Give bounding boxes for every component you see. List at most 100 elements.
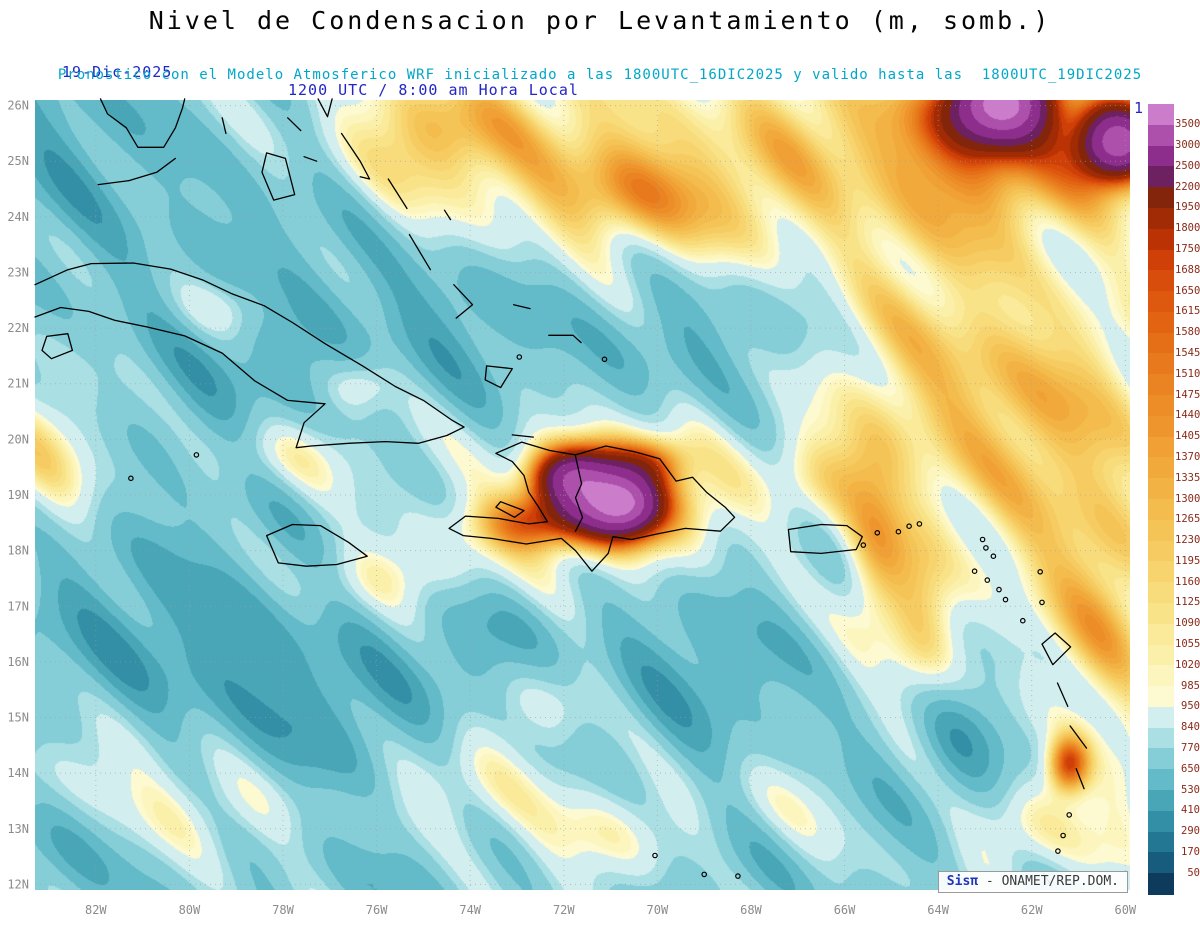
colorbar-swatch bbox=[1148, 852, 1174, 874]
colorbar-tick-label: 950 bbox=[1181, 700, 1200, 713]
watermark-brand: Sisπ bbox=[946, 874, 979, 889]
colorbar-swatch bbox=[1148, 436, 1174, 458]
colorbar-tick-label: 1335 bbox=[1175, 471, 1200, 484]
colorbar-swatch bbox=[1148, 374, 1174, 396]
lat-tick-label: 20N bbox=[7, 432, 29, 446]
lon-tick-label: 80W bbox=[179, 903, 201, 917]
lat-tick-label: 18N bbox=[7, 544, 29, 558]
lcl-contour-field bbox=[35, 100, 1130, 890]
colorbar-tick-label: 1195 bbox=[1175, 554, 1200, 567]
lat-tick-label: 19N bbox=[7, 488, 29, 502]
colorbar-tick-label: 3500 bbox=[1175, 118, 1200, 131]
lon-tick-label: 68W bbox=[740, 903, 762, 917]
colorbar-swatch bbox=[1148, 166, 1174, 188]
colorbar-tick-label: 1475 bbox=[1175, 388, 1200, 401]
colorbar-swatch bbox=[1148, 623, 1174, 646]
colorbar-tick-label: 1055 bbox=[1175, 638, 1200, 651]
lat-tick-label: 21N bbox=[7, 377, 29, 391]
lon-tick-label: 70W bbox=[647, 903, 669, 917]
colorbar-tick-label: 290 bbox=[1181, 825, 1200, 838]
colorbar-swatch bbox=[1148, 478, 1174, 500]
colorbar-swatch bbox=[1148, 270, 1174, 292]
colorbar-swatch bbox=[1148, 457, 1174, 479]
lon-tick-label: 72W bbox=[553, 903, 575, 917]
colorbar-swatch bbox=[1148, 769, 1174, 791]
colorbar-swatch bbox=[1148, 395, 1174, 417]
forecast-time: 1200 UTC / 8:00 am Hora Local bbox=[288, 81, 579, 99]
colorbar-swatch bbox=[1148, 748, 1174, 770]
colorbar-tick-label: 840 bbox=[1181, 721, 1200, 734]
colorbar-swatch bbox=[1148, 353, 1174, 375]
lat-tick-label: 17N bbox=[7, 599, 29, 613]
lat-tick-label: 16N bbox=[7, 655, 29, 669]
colorbar-tick-label: 1615 bbox=[1175, 305, 1200, 318]
lat-tick-label: 25N bbox=[7, 154, 29, 168]
colorbar-swatch bbox=[1148, 499, 1174, 521]
colorbar-tick-label: 1750 bbox=[1175, 243, 1200, 256]
colorbar-swatch bbox=[1148, 104, 1174, 126]
colorbar-swatch bbox=[1148, 790, 1174, 812]
lon-tick-label: 76W bbox=[366, 903, 388, 917]
colorbar-swatch bbox=[1148, 187, 1174, 209]
lat-tick-label: 14N bbox=[7, 766, 29, 780]
colorbar-swatch bbox=[1148, 311, 1174, 334]
colorbar: 3500 3000 2500 2200 1950 1800 1750 1688 1650 1615… bbox=[1148, 104, 1200, 895]
colorbar-tick-label: 1300 bbox=[1175, 492, 1200, 505]
colorbar-tick-label: 1950 bbox=[1175, 201, 1200, 214]
colorbar-swatch bbox=[1148, 602, 1174, 625]
colorbar-swatch bbox=[1148, 207, 1174, 230]
colorbar-tick-label: 2500 bbox=[1175, 159, 1200, 172]
colorbar-swatch bbox=[1148, 582, 1174, 604]
lat-tick-label: 24N bbox=[7, 210, 29, 224]
colorbar-swatch bbox=[1148, 124, 1174, 147]
lon-tick-label: 60W bbox=[1114, 903, 1136, 917]
colorbar-tick-label: 1230 bbox=[1175, 534, 1200, 547]
colorbar-swatch bbox=[1148, 332, 1174, 355]
colorbar-tick-label: 2200 bbox=[1175, 180, 1200, 193]
lat-tick-label: 13N bbox=[7, 822, 29, 836]
page-title: Nivel de Condensacion por Levantamiento … bbox=[148, 6, 1052, 35]
colorbar-swatch bbox=[1148, 665, 1174, 687]
lon-tick-label: 74W bbox=[459, 903, 481, 917]
colorbar-swatch bbox=[1148, 540, 1174, 562]
lon-tick-label: 78W bbox=[272, 903, 294, 917]
lon-tick-label: 82W bbox=[85, 903, 107, 917]
colorbar-tick-label: 1545 bbox=[1175, 346, 1200, 359]
lon-tick-label: 62W bbox=[1021, 903, 1043, 917]
model-run-line: Pronostico con el Modelo Atmosferico WRF… bbox=[57, 67, 1143, 83]
colorbar-tick-label: 1510 bbox=[1175, 367, 1200, 380]
colorbar-swatch bbox=[1148, 831, 1174, 853]
colorbar-tick-label: 3000 bbox=[1175, 139, 1200, 152]
colorbar-tick-label: 650 bbox=[1181, 762, 1200, 775]
colorbar-tick-label: 1580 bbox=[1175, 326, 1200, 339]
colorbar-tick-label: 985 bbox=[1181, 679, 1200, 692]
colorbar-swatch bbox=[1148, 644, 1174, 666]
lon-tick-label: 66W bbox=[834, 903, 856, 917]
colorbar-tick-label: 770 bbox=[1181, 741, 1200, 754]
colorbar-tick-label: 1090 bbox=[1175, 617, 1200, 630]
colorbar-tick-label: 1405 bbox=[1175, 430, 1200, 443]
forecast-date: 19-Dic-2025 bbox=[62, 63, 173, 81]
colorbar-swatch bbox=[1148, 810, 1174, 833]
forecast-header: 19-Dic-2025 1200 UTC / 8:00 am Hora Loca… bbox=[0, 45, 1200, 117]
colorbar-tick-label: 410 bbox=[1181, 804, 1200, 817]
colorbar-tick-label: 1800 bbox=[1175, 222, 1200, 235]
colorbar-swatch bbox=[1148, 686, 1174, 708]
lat-tick-label: 12N bbox=[7, 877, 29, 891]
watermark-credit: - ONAMET/REP.DOM. bbox=[978, 874, 1119, 889]
colorbar-swatch bbox=[1148, 228, 1174, 251]
lat-tick-label: 22N bbox=[7, 321, 29, 335]
colorbar-tick-label: 1688 bbox=[1175, 263, 1200, 276]
lat-tick-label: 15N bbox=[7, 711, 29, 725]
colorbar-tick-label: 530 bbox=[1181, 783, 1200, 796]
colorbar-tick-label: 1125 bbox=[1175, 596, 1200, 609]
colorbar-swatch bbox=[1148, 145, 1174, 167]
colorbar-tick-label: 1440 bbox=[1175, 409, 1200, 422]
colorbar-swatch bbox=[1148, 561, 1174, 583]
colorbar-tick-label: 1160 bbox=[1175, 575, 1200, 588]
colorbar-swatch bbox=[1148, 519, 1174, 542]
lon-tick-label: 64W bbox=[927, 903, 949, 917]
colorbar-tick-label: 170 bbox=[1181, 845, 1200, 858]
colorbar-tick-label: 1370 bbox=[1175, 450, 1200, 463]
